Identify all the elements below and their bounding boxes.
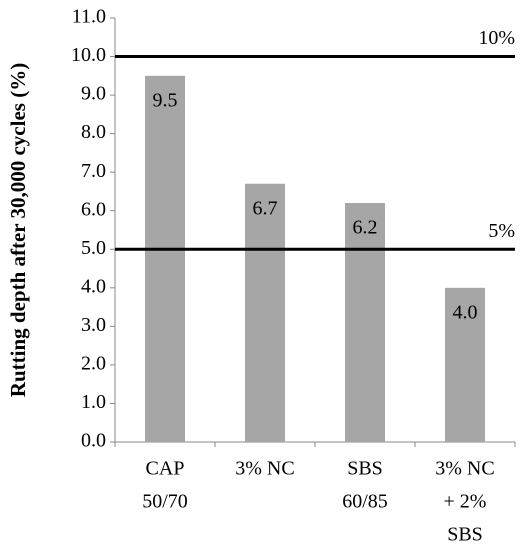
bar (445, 287, 485, 442)
bar (245, 183, 285, 442)
x-tick-label: 60/85 (342, 491, 388, 513)
y-tick-label: 5.0 (81, 237, 106, 259)
y-tick-label: 6.0 (81, 198, 106, 220)
x-tick-label: SBS (447, 524, 483, 546)
y-tick-label: 8.0 (81, 121, 106, 143)
data-label: 9.5 (153, 89, 178, 111)
bar (345, 203, 385, 442)
y-tick-label: 3.0 (81, 314, 106, 336)
reference-label: 5% (488, 220, 515, 242)
data-label: 6.2 (353, 217, 378, 239)
y-tick-label: 1.0 (81, 391, 106, 413)
y-tick-label: 11.0 (72, 6, 106, 28)
data-label: 6.7 (253, 197, 278, 219)
x-tick-label: 3% NC (235, 458, 294, 480)
x-tick-label: CAP (146, 458, 185, 480)
y-tick-label: 7.0 (81, 160, 106, 182)
reference-label: 10% (478, 27, 515, 49)
y-tick-label: 2.0 (81, 353, 106, 375)
y-axis-title: Rutting depth after 30,000 cycles (%) (6, 63, 30, 397)
y-tick-label: 0.0 (81, 430, 106, 452)
data-label: 4.0 (453, 301, 478, 323)
x-tick-label: SBS (347, 458, 383, 480)
x-tick-label: 50/70 (142, 491, 188, 513)
bar (145, 75, 185, 443)
x-tick-label: 3% NC (435, 458, 494, 480)
x-tick-label: + 2% (444, 491, 487, 513)
y-tick-label: 9.0 (81, 83, 106, 105)
y-tick-label: 4.0 (81, 275, 106, 297)
y-tick-label: 10.0 (71, 44, 106, 66)
